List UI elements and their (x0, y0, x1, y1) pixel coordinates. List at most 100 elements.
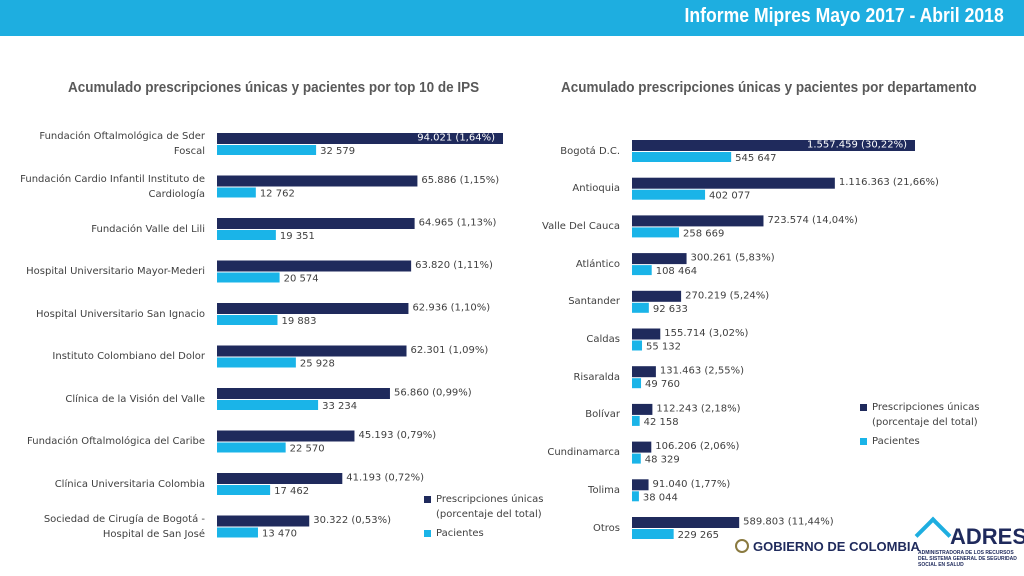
data-label: 62.301 (1,09%) (411, 345, 489, 356)
bar (632, 366, 656, 378)
data-label: 65.886 (1,15%) (421, 175, 499, 186)
category-label: Hospital Universitario San Ignacio (36, 308, 205, 320)
category-label: Clínica de la Visión del Valle (65, 393, 205, 405)
category-label: Fundación Valle del Lili (91, 223, 205, 235)
data-label: 131.463 (2,55%) (660, 366, 744, 377)
bar (217, 442, 286, 453)
legend-swatch (424, 496, 431, 503)
emblem (735, 539, 749, 553)
logo: ADRES (950, 524, 1024, 549)
data-label: 270.219 (5,24%) (685, 290, 769, 301)
data-label: 723.574 (14,04%) (767, 215, 858, 226)
bar (217, 388, 390, 399)
bar (217, 527, 258, 538)
category-label: Bolívar (585, 409, 620, 421)
bar (217, 357, 296, 368)
chart-title: Acumulado prescripciones únicas y pacien… (68, 79, 480, 96)
bar (217, 187, 256, 198)
legend-swatch (860, 438, 867, 445)
category-label: Tolima (588, 484, 620, 496)
data-label: 92 633 (653, 304, 688, 315)
bar (632, 453, 641, 464)
logo-subtitle: ADMINISTRADORA DE LOS RECURSOS DEL SISTE… (918, 550, 1017, 568)
data-label: 19 883 (281, 316, 316, 327)
data-label: 45.193 (0,79%) (358, 430, 436, 441)
legend-label: Prescripciones únicas (porcentaje del to… (872, 402, 980, 428)
legend-swatch (860, 404, 867, 411)
category-label: Risaralda (573, 371, 620, 383)
legend-label: Prescripciones únicas (porcentaje del to… (436, 494, 544, 520)
data-label: 112.243 (2,18%) (656, 403, 740, 414)
category-label: Cundinamarca (547, 447, 620, 459)
data-label: 64.965 (1,13%) (419, 218, 497, 229)
bar (217, 430, 355, 442)
data-label: 48 329 (645, 455, 680, 466)
data-label: 13 470 (262, 529, 297, 540)
bar (217, 345, 407, 357)
bar (632, 290, 682, 302)
bar (632, 215, 764, 227)
legend-label: Pacientes (872, 436, 920, 447)
category-label: Instituto Colombiano del Dolor (52, 351, 205, 362)
data-label: 22 570 (290, 444, 325, 455)
bar (217, 175, 418, 187)
header-title: Informe Mipres Mayo 2017 - Abril 2018 (684, 5, 1004, 27)
government: GOBIERNO DE COLOMBIA (753, 539, 920, 554)
bar (632, 189, 706, 200)
bar (632, 302, 649, 313)
data-label: 545 647 (735, 153, 776, 164)
data-label: 1.116.363 (21,66%) (839, 177, 939, 188)
data-label: 12 762 (260, 189, 295, 200)
bar (632, 517, 740, 528)
bar (632, 340, 643, 351)
data-label: 33 234 (322, 401, 357, 412)
bar (217, 218, 415, 229)
data-label: 62.936 (1,10%) (412, 303, 490, 314)
bar (632, 441, 652, 453)
bar (632, 140, 915, 151)
bar (217, 272, 280, 283)
category-label: Santander (568, 296, 620, 308)
category-label: Antioquia (572, 183, 620, 195)
bar (217, 145, 317, 155)
bar (632, 403, 653, 415)
category-label: Fundación Cardio Infantil Instituto de C… (20, 173, 205, 200)
category-label: Valle Del Cauca (542, 220, 620, 232)
data-label: 17 462 (274, 486, 309, 497)
data-label: 30.322 (0,53%) (313, 515, 391, 526)
bar (632, 529, 674, 539)
bar (217, 230, 276, 240)
bar (217, 260, 412, 272)
bar (217, 515, 310, 527)
legend-swatch (424, 530, 431, 537)
bar (217, 473, 343, 484)
legend-label: Pacientes (436, 528, 484, 539)
bar (632, 479, 649, 491)
bar (632, 265, 652, 276)
data-label: 94.021 (1,64%) (417, 133, 495, 144)
data-label: 49 760 (645, 379, 680, 390)
category-label: Caldas (586, 334, 620, 345)
data-label: 402 077 (709, 191, 750, 202)
data-label: 32 579 (320, 146, 355, 157)
category-label: Hospital Universitario Mayor-Mederi (26, 266, 205, 277)
data-label: 25 928 (300, 359, 335, 370)
bar (632, 378, 642, 389)
data-label: 91.040 (1,77%) (653, 479, 731, 490)
data-label: 63.820 (1,11%) (415, 260, 493, 271)
data-label: 300.261 (5,83%) (691, 253, 775, 264)
bar (217, 303, 409, 314)
data-label: 56.860 (0,99%) (394, 388, 472, 399)
bar (632, 177, 835, 189)
data-label: 229 265 (678, 530, 719, 541)
bar (217, 133, 503, 144)
bar (632, 152, 732, 162)
bar (217, 315, 278, 325)
data-label: 20 574 (284, 274, 319, 285)
data-label: 55 132 (646, 342, 681, 353)
data-label: 1.557.459 (30,22%) (807, 140, 907, 151)
data-label: 42 158 (644, 417, 679, 428)
data-label: 41.193 (0,72%) (346, 473, 424, 484)
